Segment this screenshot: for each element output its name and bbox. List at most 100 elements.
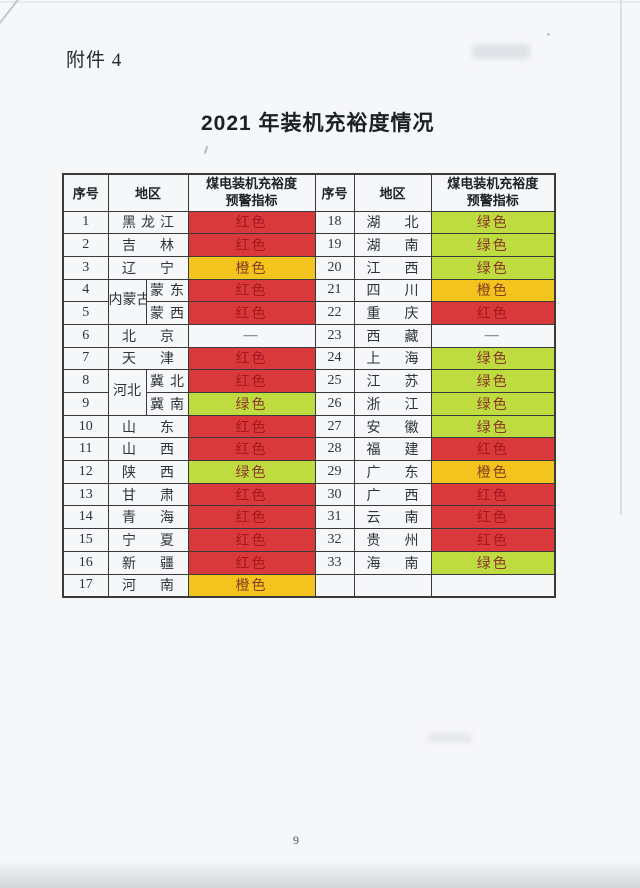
index-cell: 24 (314, 346, 355, 371)
table-row: 5 蒙西 红色 22 重庆 红色 (62, 301, 556, 325)
region-cell: 海南 (353, 550, 432, 575)
region-cell: 安徽 (353, 414, 432, 439)
index-cell: 1 (62, 210, 109, 235)
region-name: 江西 (366, 261, 419, 277)
table-row: 6 北京 — 23 西藏 — (62, 323, 556, 348)
index-cell: 15 (62, 528, 109, 552)
indicator-cell: 红色 (187, 346, 316, 371)
indicator-cell: 红色 (187, 414, 316, 439)
indicator-cell: 红色 (430, 301, 556, 325)
indicator-cell: 红色 (430, 528, 556, 552)
region-cell: 天津 (107, 346, 189, 371)
index-cell: 29 (314, 460, 355, 484)
indicator-cell: 绿色 (430, 346, 556, 371)
indicator-cell: — (187, 323, 316, 348)
scan-corner-line (0, 0, 22, 25)
region-name: 新疆 (122, 556, 174, 572)
table-row: 7 天津 红色 24 上海 绿色 (62, 346, 556, 371)
index-cell: 27 (314, 414, 355, 439)
index-cell: 5 (62, 301, 109, 325)
index-cell: 32 (314, 528, 355, 552)
scan-smudge (428, 733, 472, 743)
indicator-header-line2: 预警指标 (225, 192, 278, 208)
region-name: 青海 (122, 511, 174, 527)
region-group-cell: 河北 (107, 369, 147, 416)
index-cell: 14 (62, 505, 109, 530)
col-header-indicator-left: 煤电装机充裕度 预警指标 (187, 173, 316, 212)
indicator-cell: 红色 (187, 528, 316, 552)
indicator-cell: 红色 (187, 210, 316, 235)
region-name: 冀南 (150, 397, 184, 413)
indicator-cell: 绿色 (187, 460, 316, 484)
region-name: 宁夏 (122, 533, 174, 549)
region-cell: 福建 (353, 437, 432, 462)
attachment-label: 附件 4 (66, 50, 123, 71)
indicator-cell: 红色 (187, 550, 316, 575)
region-name: 山西 (122, 443, 174, 459)
index-cell: 22 (314, 301, 355, 325)
index-cell: 4 (62, 278, 109, 303)
index-cell: 11 (62, 437, 109, 462)
region-cell: 湖北 (353, 210, 432, 235)
indicator-cell: — (430, 323, 556, 348)
scan-shadow-bottom (0, 860, 640, 888)
indicator-cell: 绿色 (430, 550, 556, 575)
table-row: 10 山东 红色 27 安徽 绿色 (62, 414, 556, 439)
header-row: 序号 地区 煤电装机充裕度 预警指标 序号 地区 煤电装机充裕度 预警指标 (62, 173, 556, 212)
scan-streak-top (0, 1, 640, 3)
index-cell: 18 (314, 210, 355, 235)
index-cell: 8 (62, 369, 109, 393)
index-cell: 6 (62, 323, 109, 348)
indicator-cell: 红色 (187, 437, 316, 462)
region-cell: 浙江 (353, 392, 432, 416)
region-name: 上海 (366, 352, 419, 368)
region-name: 福建 (366, 443, 419, 459)
indicator-cell: 红色 (430, 437, 556, 462)
region-cell: 云南 (353, 505, 432, 530)
region-name: 四川 (366, 284, 419, 300)
region-cell: 山西 (107, 437, 189, 462)
indicator-cell: 绿色 (430, 210, 556, 235)
region-name: 海南 (366, 556, 419, 572)
indicator-cell: 橙色 (430, 460, 556, 484)
table-row: 12 陕西 绿色 29 广东 橙色 (62, 460, 556, 484)
table-row: 15 宁夏 红色 32 贵州 红色 (62, 528, 556, 552)
region-cell: 江西 (353, 255, 432, 280)
indicator-cell: 红色 (430, 482, 556, 507)
indicator-cell: 橙色 (430, 278, 556, 303)
scan-speck (547, 33, 550, 36)
table-row: 13 甘肃 红色 30 广西 红色 (62, 482, 556, 507)
region-name: 贵州 (366, 533, 419, 549)
subregion-cell: 冀南 (145, 392, 189, 416)
indicator-cell: 绿色 (430, 369, 556, 393)
indicator-header-line1: 煤电装机充裕度 (447, 175, 539, 191)
region-cell: 山东 (107, 414, 189, 439)
region-cell: 新疆 (107, 550, 189, 575)
index-cell: 16 (62, 550, 109, 575)
indicator-cell: 红色 (187, 278, 316, 303)
table-row: 8 河北 冀北 红色 25 江苏 绿色 (62, 369, 556, 416)
index-cell: 2 (62, 233, 109, 257)
region-cell: 北京 (107, 323, 189, 348)
scan-streak-right (620, 0, 622, 515)
region-name: 西藏 (366, 329, 419, 345)
region-cell: 黑龙江 (107, 210, 189, 235)
index-cell: 30 (314, 482, 355, 507)
region-cell (353, 573, 432, 598)
index-cell: 21 (314, 278, 355, 303)
indicator-header-line1: 煤电装机充裕度 (206, 175, 298, 191)
table-row: 16 新疆 红色 33 海南 绿色 (62, 550, 556, 575)
indicator-cell: 红色 (430, 505, 556, 530)
indicator-cell: 红色 (187, 482, 316, 507)
index-cell: 31 (314, 505, 355, 530)
region-cell: 甘肃 (107, 482, 189, 507)
indicator-cell: 绿色 (430, 392, 556, 416)
indicator-cell: 红色 (187, 301, 316, 325)
table-row: 14 青海 红色 31 云南 红色 (62, 505, 556, 530)
index-cell: 26 (314, 392, 355, 416)
index-cell: 23 (314, 323, 355, 348)
page-title: 2021 年装机充裕度情况 (201, 112, 435, 135)
region-group-cell: 内蒙古 (107, 278, 147, 325)
region-name: 江苏 (366, 375, 419, 391)
region-name: 广东 (366, 465, 419, 481)
